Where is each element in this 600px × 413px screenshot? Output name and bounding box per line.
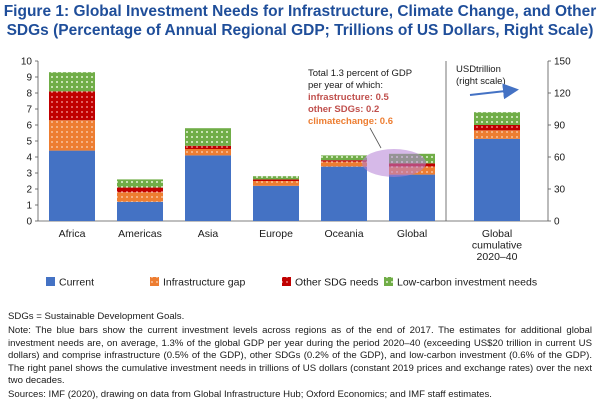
- left-tick-label: 2: [26, 185, 32, 196]
- note-sdgs-definition: SDGs = Sustainable Development Goals.: [8, 311, 185, 322]
- right-tick-label: 90: [554, 121, 566, 132]
- bar-americas-infrastructure-gap: [117, 192, 163, 202]
- note-body: Note: The blue bars show the current inv…: [8, 325, 592, 387]
- x-axis-labels: Africa Americas Asia Europe Oceania Global Glo…: [59, 228, 523, 263]
- right-scale-label-line-1: USDtrillion: [456, 64, 501, 75]
- figure-notes: SDGs = Sustainable Development Goals. No…: [8, 311, 592, 404]
- bar-global-cumulative-low-carbon: [474, 112, 520, 125]
- annotation-box: Total 1.3 percent of GDP per year of whi…: [308, 68, 412, 127]
- legend: Current Infrastructure gap Other SDG needs…: [46, 277, 537, 289]
- bar-americas-low-carbon: [117, 179, 163, 188]
- bar-oceania-infrastructure-gap: [321, 161, 367, 167]
- x-label-global-cumulative-line-1: Global: [482, 228, 512, 240]
- bar-oceania-other-sdg-needs: [321, 160, 367, 162]
- legend-swatch-other-sdg-needs: [282, 277, 291, 286]
- figure-title: Figure 1: Global Investment Needs for In…: [0, 2, 600, 40]
- x-label-global-cumulative-line-3: 2020–40: [477, 251, 518, 263]
- x-label-americas: Americas: [118, 228, 162, 240]
- annotation-line-1: Total 1.3 percent of GDP: [308, 68, 412, 79]
- legend-swatch-current: [46, 277, 55, 286]
- note-sources: Sources: IMF (2020), drawing on data fro…: [8, 389, 492, 401]
- bar-africa-current: [49, 150, 95, 221]
- x-label-europe: Europe: [259, 228, 293, 240]
- legend-label-current: Current: [59, 277, 94, 289]
- bar-oceania-current: [321, 166, 367, 221]
- bar-asia-low-carbon: [185, 128, 231, 146]
- left-tick-label: 3: [26, 169, 32, 180]
- bar-africa-low-carbon: [49, 72, 95, 92]
- bar-americas-current: [117, 201, 163, 221]
- bar-global-cumulative-current: [474, 138, 520, 221]
- bar-europe-low-carbon: [253, 176, 299, 180]
- left-tick-label: 4: [26, 153, 32, 164]
- x-label-global: Global: [397, 228, 427, 240]
- left-tick-label: 1: [26, 201, 32, 212]
- bar-europe-other-sdg-needs: [253, 179, 299, 181]
- annotation-climatechange: climatechange: 0.6: [308, 116, 393, 127]
- right-tick-label: 120: [554, 89, 571, 100]
- figure-title-line-2: SDGs (Percentage of Annual Regional GDP;…: [6, 22, 594, 39]
- annotation-line-2: per year of which:: [308, 80, 383, 91]
- left-tick-label: 5: [26, 137, 32, 148]
- left-tick-label: 0: [26, 217, 32, 228]
- annotation-other-sdgs: other SDGs: 0.2: [308, 104, 379, 115]
- right-tick-label: 60: [554, 153, 566, 164]
- x-label-asia: Asia: [198, 228, 219, 240]
- left-tick-label: 7: [26, 105, 32, 116]
- right-tick-label: 30: [554, 185, 566, 196]
- global-highlight-ellipse: [362, 149, 426, 177]
- legend-label-infrastructure-gap: Infrastructure gap: [163, 277, 245, 289]
- right-scale-arrow: [469, 83, 519, 100]
- annotation-pointer-line: [369, 127, 382, 149]
- investment-chart: 0 1 2 3 4 5 6 7 8 9 10 0 30 60 90 120 150 Africa America…: [21, 57, 571, 289]
- bar-asia-other-sdg-needs: [185, 145, 231, 149]
- bar-asia-current: [185, 155, 231, 221]
- x-label-global-cumulative-line-2: cumulative: [472, 240, 522, 252]
- bar-global-cumulative-infrastructure-gap: [474, 130, 520, 139]
- figure-title-line-1: Figure 1: Global Investment Needs for In…: [3, 3, 597, 20]
- annotation-infrastructure: infrastructure: 0.5: [308, 92, 389, 103]
- left-tick-label: 8: [26, 89, 32, 100]
- bar-europe-infrastructure-gap: [253, 181, 299, 186]
- bar-americas-other-sdg-needs: [117, 187, 163, 193]
- legend-label-other-sdg-needs: Other SDG needs: [295, 277, 378, 289]
- bar-europe-current: [253, 185, 299, 221]
- bar-africa-other-sdg-needs: [49, 91, 95, 121]
- left-tick-label: 9: [26, 73, 32, 84]
- x-label-africa: Africa: [59, 228, 86, 240]
- left-tick-label: 6: [26, 121, 32, 132]
- legend-label-low-carbon: Low-carbon investment needs: [397, 277, 537, 289]
- left-y-axis: 0 1 2 3 4 5 6 7 8 9 10: [21, 57, 446, 228]
- right-tick-label: 150: [554, 57, 571, 68]
- legend-swatch-infrastructure-gap: [150, 277, 159, 286]
- bar-asia-infrastructure-gap: [185, 149, 231, 156]
- right-scale-label-line-2: (right scale): [456, 76, 506, 87]
- legend-swatch-low-carbon: [384, 277, 393, 286]
- x-label-oceania: Oceania: [324, 228, 363, 240]
- bar-global-cumulative-other-sdg-needs: [474, 125, 520, 131]
- bar-africa-infrastructure-gap: [49, 120, 95, 151]
- bar-oceania-low-carbon: [321, 155, 367, 161]
- bar-series: [49, 72, 520, 221]
- right-y-axis: 0 30 60 90 120 150: [445, 57, 571, 228]
- bar-global-current: [389, 174, 435, 221]
- right-tick-label: 0: [554, 217, 560, 228]
- left-tick-label: 10: [21, 57, 33, 68]
